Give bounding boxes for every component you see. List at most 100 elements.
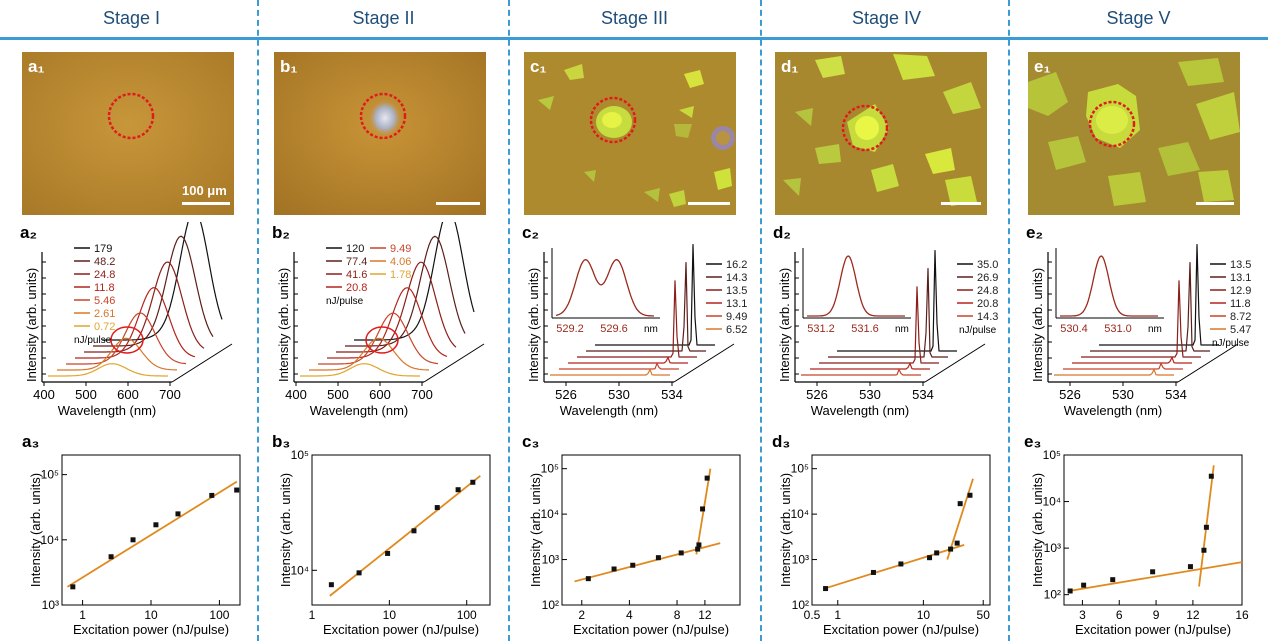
data-point [954, 540, 960, 546]
micrograph-image [1028, 52, 1240, 215]
y-axis-label: Intensity (arb. units) [528, 473, 543, 587]
data-point [1201, 547, 1207, 553]
spectrum-trace [810, 362, 930, 370]
x-axis-label: Wavelength (nm) [560, 403, 659, 418]
y-axis-label: Intensity (arb. units) [777, 268, 792, 382]
inset-tick-label: 531.0 [1104, 323, 1132, 335]
header-rule [0, 37, 1268, 40]
y-tick-label: 10⁵ [1043, 448, 1061, 462]
inset-tick-label: 529.6 [600, 323, 628, 335]
x-tick-label: 12 [698, 608, 712, 622]
y-axis-label: Intensity (arb. units) [1030, 473, 1045, 587]
micrograph-c1: c₁ [524, 52, 736, 215]
data-point [630, 562, 636, 568]
x-tick-label: 16 [1235, 608, 1249, 622]
legend-unit: nJ/pulse [1212, 338, 1250, 349]
x-tick-label: 10 [917, 608, 931, 622]
spectrum-trace [1081, 280, 1201, 358]
stage-divider [257, 0, 259, 641]
legend-entry: 6.52 [726, 324, 747, 336]
y-axis-label: Intensity (arb. units) [778, 473, 793, 587]
depth-axis-line [171, 343, 233, 383]
spectrum-trace [559, 362, 679, 370]
legend-entry: 14.3 [977, 311, 998, 323]
legend-entry: 13.1 [1230, 272, 1251, 284]
fit-line [695, 468, 712, 555]
x-tick-label: 600 [117, 387, 139, 402]
panel-label: a₁ [28, 57, 45, 76]
x-tick-label: 530 [1112, 387, 1134, 402]
spectrum-trace [48, 363, 168, 377]
spectrum-trace [1072, 356, 1192, 364]
y-axis-label: Intensity (arb. units) [24, 268, 39, 382]
panel-label: b₁ [280, 57, 298, 76]
x-tick-label: 530 [608, 387, 630, 402]
y-tick-label: 10⁴ [1042, 495, 1061, 509]
stage-header: Stage I Stage II Stage III Stage IV Stag… [0, 0, 1268, 40]
legend-unit: nJ/pulse [74, 335, 112, 346]
data-point [1067, 588, 1073, 594]
stage-title-3: Stage III [600, 8, 669, 28]
spectrum-trace [66, 312, 187, 365]
spectrum-trace [1054, 368, 1174, 376]
data-point [585, 576, 591, 582]
data-point [356, 570, 362, 576]
data-point [470, 479, 476, 485]
data-point [948, 546, 954, 552]
x-tick-label: 600 [369, 387, 391, 402]
x-tick-label: 2 [578, 608, 585, 622]
excitation-spot-circle [1088, 100, 1136, 148]
x-tick-label: 8 [674, 608, 681, 622]
legend-entry: 16.2 [726, 259, 747, 271]
data-point [385, 550, 391, 556]
y-tick-label: 10⁵ [791, 462, 809, 476]
stage-title-4: Stage IV [851, 8, 922, 28]
legend-entry: 179 [94, 243, 112, 255]
x-tick-label: 50 [977, 608, 991, 622]
spectrum-trace [318, 312, 439, 365]
data-point [1150, 569, 1156, 575]
legend-entry: 24.8 [94, 269, 115, 281]
fit-line [329, 475, 481, 597]
legend-entry: 24.8 [977, 285, 998, 297]
spectrum-trace [345, 235, 466, 347]
legend-entry: 8.72 [1230, 311, 1251, 323]
data-point [70, 584, 76, 590]
inset-tick-label: 531.6 [851, 323, 879, 335]
data-point [927, 555, 933, 561]
excitation-spot-circle [841, 104, 889, 152]
x-tick-label: 12 [1186, 608, 1200, 622]
y-tick-label: 10⁴ [540, 507, 559, 521]
spectrum-trace [354, 222, 475, 341]
legend-entry: 5.46 [94, 295, 115, 307]
panel-label: d₁ [781, 57, 799, 76]
legend-entry: 20.8 [346, 282, 367, 294]
depth-axis-line [423, 343, 485, 383]
spectrum-trace [837, 250, 957, 352]
spectrum-trace [1063, 362, 1183, 370]
depth-axis-line [1177, 343, 1239, 383]
data-point [234, 487, 240, 493]
plot-frame [561, 454, 741, 606]
y-tick-label: 10⁴ [790, 507, 809, 521]
y-tick-label: 10³ [792, 553, 809, 567]
x-tick-label: 500 [75, 387, 97, 402]
inset-trace [555, 259, 655, 317]
legend-entry: 13.1 [726, 298, 747, 310]
x-tick-label: 526 [555, 387, 577, 402]
legend-entry: 41.6 [346, 269, 367, 281]
x-tick-label: 0.5 [804, 608, 821, 622]
data-point [696, 542, 702, 548]
legend-unit: nJ/pulse [326, 296, 364, 307]
depth-axis-line [924, 343, 986, 383]
y-tick-label: 10² [542, 598, 559, 612]
panel-label: a₃ [22, 432, 39, 451]
y-axis-label: Intensity (arb. units) [276, 268, 291, 382]
inset-tick-label: 529.2 [556, 323, 584, 335]
y-tick-label: 10⁵ [41, 468, 59, 482]
micrograph-b1: b₁ [274, 52, 486, 215]
data-point [898, 561, 904, 567]
x-tick-label: 534 [661, 387, 683, 402]
legend-unit: nJ/pulse [959, 325, 997, 336]
data-point [678, 550, 684, 556]
